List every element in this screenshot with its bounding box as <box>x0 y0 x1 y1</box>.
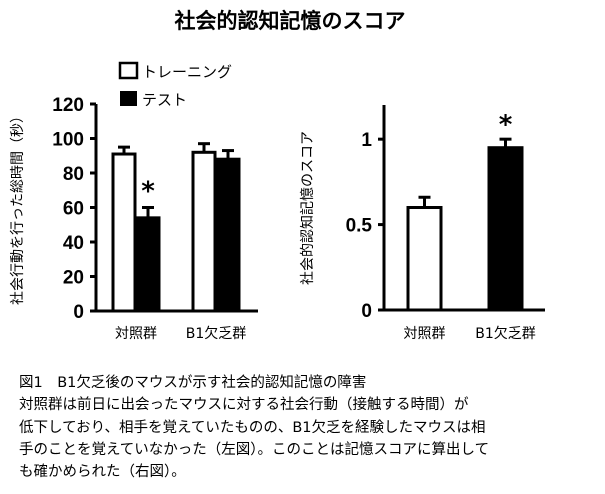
bar-training <box>191 150 217 313</box>
figure-caption: 図1 B1欠乏後のマウスが示す社会的認知記憶の障害 対照群は前日に出会ったマウス… <box>19 372 599 483</box>
y-tick-label: 0 <box>73 302 84 323</box>
caption-line: も確かめられた（右図）。 <box>19 464 186 481</box>
bar <box>487 146 524 312</box>
legend-label-test: テスト <box>142 91 187 109</box>
y-tick-label: 0 <box>361 301 372 322</box>
caption-line: 低下しており、相手を覚えていたものの、B1欠乏を経験したマウスは相 <box>19 419 486 436</box>
chart-title: 社会的認知記憶のスコア <box>174 9 406 33</box>
caption-line: 対照群は前日に出会ったマウスに対する社会行動（接触する時間）が <box>19 397 469 414</box>
bar-training <box>111 152 137 313</box>
y-tick-label: 100 <box>52 130 84 151</box>
significance-star: * <box>499 110 513 140</box>
bar <box>406 206 443 312</box>
legend-swatch-test <box>120 91 137 106</box>
bar-test <box>135 216 161 313</box>
bar-test <box>215 157 241 313</box>
y-tick-label: 80 <box>63 164 84 185</box>
legend-label-training: トレーニング <box>142 63 232 81</box>
y-tick-label: 1 <box>361 130 372 151</box>
y-tick-label: 0.5 <box>346 216 373 237</box>
x-tick-label: 対照群 <box>115 326 157 342</box>
y-tick-label: 20 <box>63 268 84 289</box>
y-tick-label: 40 <box>63 233 84 254</box>
x-tick-label: B1欠乏群 <box>186 326 247 342</box>
x-tick-label: 対照群 <box>404 326 446 342</box>
caption-line: 図1 B1欠乏後のマウスが示す社会的認知記憶の障害 <box>19 375 367 391</box>
significance-star: * <box>141 177 155 207</box>
caption-line: 手のことを覚えていなかった（左図）。このことは記憶スコアに算出して <box>19 441 490 458</box>
y-axis-label: 社会行動を行った総時間（秒） <box>10 109 26 305</box>
y-tick-label: 120 <box>52 95 84 116</box>
legend-swatch-training <box>118 61 139 80</box>
y-tick-label: 60 <box>63 199 84 220</box>
x-tick-label: B1欠乏群 <box>475 326 536 342</box>
y-axis-label: 社会的認知記憶のスコア <box>299 131 316 285</box>
